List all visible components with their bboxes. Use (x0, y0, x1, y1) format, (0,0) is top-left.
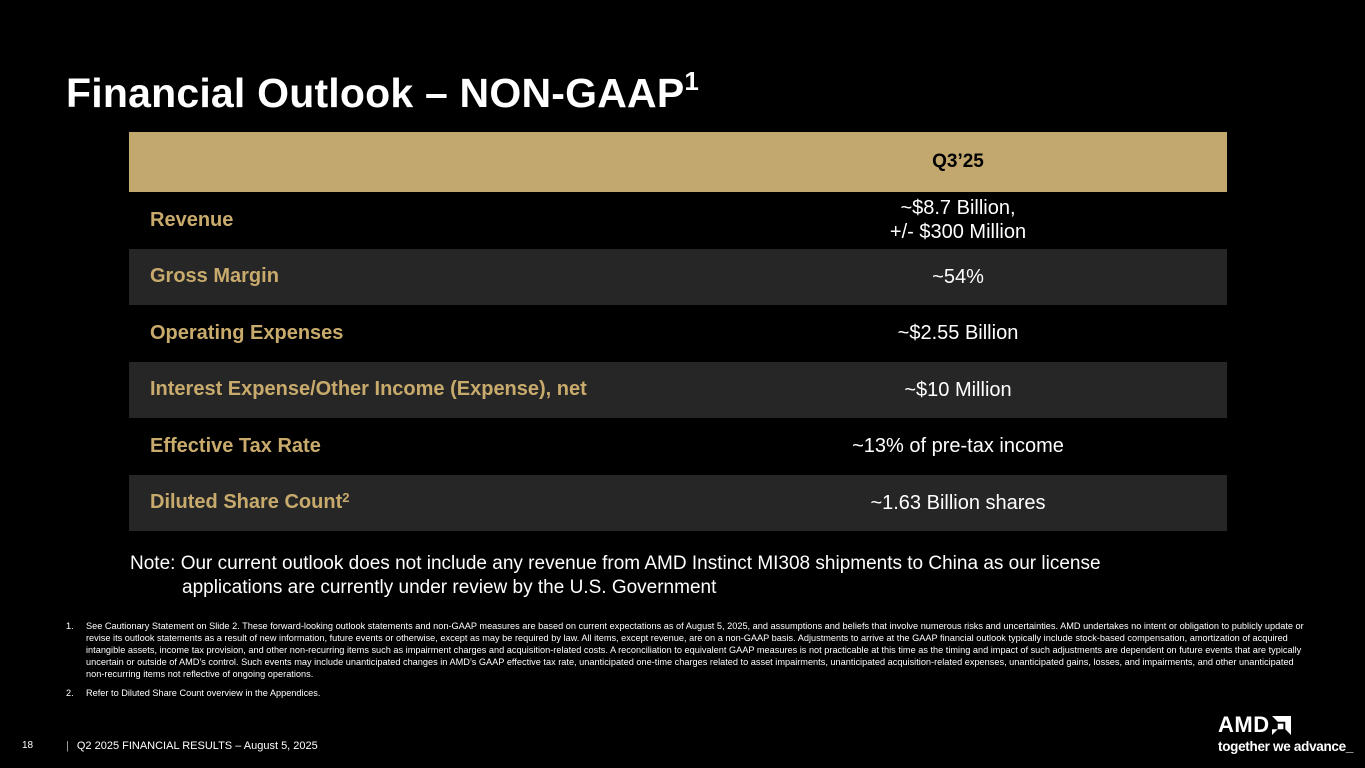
row-label: Diluted Share Count2 (129, 490, 689, 514)
outlook-note: Note: Our current outlook does not inclu… (130, 552, 1230, 600)
footnote-number: 1. (66, 621, 74, 631)
amd-arrow-icon (1272, 716, 1291, 735)
slide-title: Financial Outlook – NON-GAAP1 (66, 68, 699, 117)
table-row-operating-expenses: Operating Expenses ~$2.55 Billion (129, 305, 1227, 362)
row-value: ~54% (932, 265, 984, 288)
title-footnote-marker: 1 (684, 66, 700, 96)
row-footnote-marker: 2 (342, 490, 350, 506)
row-value-line1: ~$8.7 Billion, (900, 197, 1016, 220)
row-label: Interest Expense/Other Income (Expense),… (150, 378, 587, 401)
footer: | Q2 2025 FINANCIAL RESULTS – August 5, 2… (66, 740, 318, 752)
row-value: ~$2.55 Billion (897, 322, 1019, 345)
table-header-row: Q3’25 (129, 132, 1227, 192)
row-label: Effective Tax Rate (150, 434, 321, 457)
row-label-text: Diluted Share Count (150, 491, 343, 514)
footnote-item: 1. See Cautionary Statement on Slide 2. … (66, 620, 1306, 680)
header-period: Q3’25 (932, 151, 984, 172)
row-value: ~1.63 Billion shares (870, 491, 1046, 514)
row-label: Operating Expenses (150, 321, 344, 344)
table-row-revenue: Revenue ~$8.7 Billion, +/- $300 Million (129, 192, 1227, 249)
footnote-number: 2. (66, 688, 74, 698)
slide-title-text: Financial Outlook – NON-GAAP (66, 70, 685, 116)
note-line2: applications are currently under review … (182, 577, 717, 598)
table-row-diluted-share-count: Diluted Share Count2 ~1.63 Billion share… (129, 474, 1227, 531)
row-value: ~13% of pre-tax income (852, 435, 1064, 458)
note-line1: Note: Our current outlook does not inclu… (130, 553, 1101, 574)
footnote-text: See Cautionary Statement on Slide 2. The… (86, 621, 1304, 679)
amd-logo: AMD together we advance_ (1217, 712, 1354, 758)
outlook-table: Q3’25 Revenue ~$8.7 Billion, +/- $300 Mi… (129, 132, 1227, 531)
logo-wordmark: AMD (1218, 712, 1270, 737)
footnote-item: 2. Refer to Diluted Share Count overview… (66, 687, 1306, 699)
row-value-line2: +/- $300 Million (889, 221, 1027, 244)
row-label: Revenue (150, 208, 234, 231)
footer-text: Q2 2025 FINANCIAL RESULTS – August 5, 20… (76, 740, 318, 752)
footnotes: 1. See Cautionary Statement on Slide 2. … (66, 620, 1306, 706)
footer-separator: | (66, 740, 69, 752)
table-row-interest-expense: Interest Expense/Other Income (Expense),… (129, 361, 1227, 418)
row-label: Gross Margin (150, 265, 279, 288)
row-value: ~$10 Million (904, 378, 1012, 401)
table-row-effective-tax-rate: Effective Tax Rate ~13% of pre-tax incom… (129, 418, 1227, 475)
page-number: 18 (22, 740, 34, 751)
logo-tagline: together we advance_ (1218, 739, 1354, 754)
table-row-gross-margin: Gross Margin ~54% (129, 248, 1227, 305)
row-value: ~$8.7 Billion, +/- $300 Million (689, 196, 1227, 244)
footnote-text: Refer to Diluted Share Count overview in… (86, 688, 321, 698)
